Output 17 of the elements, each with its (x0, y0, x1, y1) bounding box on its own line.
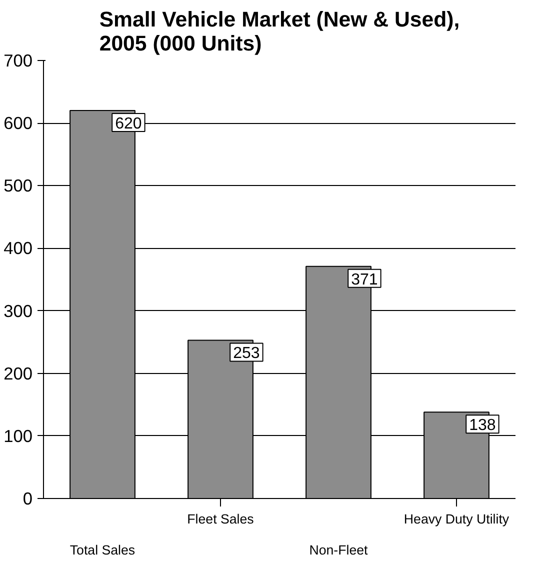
y-tick-label: 0 (22, 488, 33, 508)
x-tick-label: Fleet Sales (187, 512, 254, 526)
y-tick-label: 100 (4, 426, 33, 446)
y-tick-label: 400 (4, 238, 33, 258)
x-tick-label: Non-Fleet (309, 542, 368, 558)
y-tick-label: 200 (4, 363, 33, 384)
y-tick-label: 600 (4, 113, 33, 134)
data-label: 138 (469, 417, 496, 434)
data-label: 253 (233, 345, 260, 362)
x-tick-label: Total Sales (70, 542, 136, 558)
y-tick-label: 500 (4, 176, 33, 196)
chart-title: Small Vehicle Market (New & Used), 2005 (000 Units) (99, 8, 460, 56)
y-tick-label: 700 (4, 50, 33, 70)
x-tick-label: Heavy Duty Utility (404, 512, 510, 526)
y-tick-label: 300 (4, 300, 33, 321)
data-label: 620 (115, 116, 142, 133)
data-label: 371 (351, 271, 378, 288)
